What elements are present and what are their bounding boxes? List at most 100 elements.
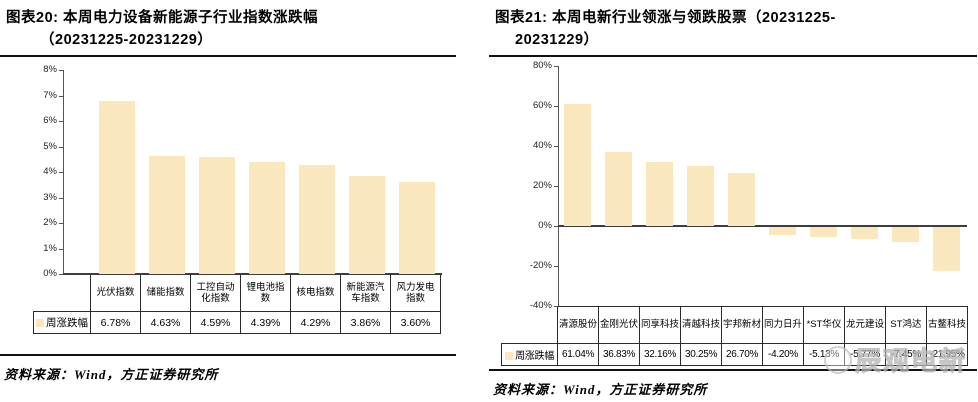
figure-title-line1: 图表20: 本周电力设备新能源子行业指数涨跌幅 — [6, 10, 318, 26]
value-cell: -5.77% — [844, 343, 886, 366]
y-tick-mark — [59, 274, 63, 275]
table-corner-cell — [502, 307, 558, 344]
zero-line — [63, 273, 442, 275]
bar-chart-20: 8% 7% 6% 5% 4% 3% 2% 1% 0% — [0, 64, 489, 279]
bar-2 — [149, 155, 185, 274]
y-tick-mark — [59, 95, 63, 97]
y-tick-mark — [554, 146, 558, 147]
column-header-cell: *ST华仪 — [803, 306, 845, 344]
y-tick-mark — [59, 223, 63, 224]
bar-6 — [769, 227, 796, 236]
y-tick-label: 3% — [43, 191, 57, 203]
figure-title-line2: 20231229） — [515, 32, 599, 48]
value-cell: 4.29% — [290, 311, 341, 334]
value-cell: -21.95% — [926, 343, 968, 366]
bar-4 — [249, 162, 285, 274]
value-cell: 4.39% — [240, 311, 291, 334]
column-header-cell: 工控自动化指数 — [190, 274, 241, 312]
figure-bottom-rule — [489, 369, 977, 371]
bar-4 — [687, 165, 714, 226]
value-cell: -7.45% — [885, 343, 927, 366]
bar-1 — [99, 101, 135, 274]
y-tick-mark — [59, 146, 63, 148]
y-tick-label: 7% — [43, 89, 57, 101]
figure-title-line1: 图表21: 本周电新行业领涨与领跌股票（20231225- — [495, 10, 836, 26]
figure-21: 图表21: 本周电新行业领涨与领跌股票（20231225- 20231229） … — [489, 0, 978, 402]
column-header-cell: 新能源汽车指数 — [340, 274, 391, 312]
y-tick-label: 0% — [538, 220, 552, 231]
series-legend-cell: 周涨跌幅 — [501, 343, 558, 366]
y-tick-mark — [59, 172, 63, 173]
y-tick-label: 4% — [43, 166, 57, 177]
value-cell: -5.13% — [803, 343, 845, 366]
source-line: 资料来源：Wind，方正证券研究所 — [493, 382, 708, 397]
value-cell: 6.78% — [90, 311, 141, 334]
data-table-20: 光伏指数 储能指数 工控自动化指数 锂电池指数 核电指数 新能源汽车指数 风力发电指数 周涨跌… — [33, 274, 441, 334]
figure-21-title: 图表21: 本周电新行业领涨与领跌股票（20231225- 20231229） — [489, 0, 978, 51]
bar-5 — [299, 164, 335, 274]
bar-3 — [646, 161, 673, 226]
bar-1 — [564, 103, 591, 226]
value-cell: 4.63% — [140, 311, 191, 334]
figure-20: 图表20: 本周电力设备新能源子行业指数涨跌幅 （20231225-202312… — [0, 10, 489, 382]
y-tick-mark — [554, 266, 558, 267]
y-axis-line — [63, 70, 64, 274]
zero-line — [558, 225, 967, 227]
column-header-cell: 储能指数 — [140, 274, 191, 312]
value-cell: 3.86% — [340, 311, 391, 334]
bar-6 — [349, 175, 385, 274]
figure-bottom-rule — [0, 354, 456, 356]
y-tick-mark — [59, 197, 63, 199]
figure-top-rule — [0, 55, 456, 57]
column-header-cell: 古鳌科技 — [926, 306, 968, 344]
bar-chart-21: 80% 60% 40% 20% 0% -20% -40% — [489, 60, 978, 311]
y-tick-label: 2% — [43, 217, 57, 228]
y-tick-label: 6% — [43, 115, 57, 126]
column-header-cell: 核电指数 — [290, 274, 341, 312]
legend-swatch-icon — [36, 319, 44, 327]
source-line: 资料来源：Wind，方正证券研究所 — [4, 367, 219, 382]
y-tick-label: 0% — [43, 268, 57, 279]
value-cell: 26.70% — [721, 343, 763, 366]
column-header-cell: 龙元建设 — [844, 306, 886, 344]
y-tick-label: 1% — [43, 242, 57, 254]
y-tick-mark — [554, 306, 558, 307]
column-header-cell: 清越科技 — [680, 306, 722, 344]
figure-top-rule — [489, 55, 977, 57]
column-header-cell: 光伏指数 — [90, 274, 141, 312]
y-tick-label: 80% — [532, 60, 552, 71]
bar-3 — [199, 156, 235, 274]
y-tick-mark — [554, 226, 558, 227]
series-legend-cell: 周涨跌幅 — [33, 311, 91, 334]
value-cell: 30.25% — [680, 343, 722, 366]
y-tick-label: 40% — [532, 140, 552, 151]
bar-2 — [605, 152, 632, 226]
column-header-cell: ST鸿达 — [885, 306, 927, 344]
y-tick-label: -20% — [529, 260, 552, 271]
figure-title-line2: （20231225-20231229） — [40, 32, 213, 48]
bar-10 — [933, 227, 960, 271]
y-tick-mark — [59, 121, 63, 122]
y-tick-label: 5% — [43, 140, 57, 152]
value-cell: 36.83% — [598, 343, 640, 366]
y-tick-label: 8% — [43, 64, 57, 75]
y-tick-label: 60% — [532, 100, 552, 111]
column-header-cell: 宇邦新材 — [721, 306, 763, 344]
column-header-cell: 同享科技 — [639, 306, 681, 344]
value-cell: 32.16% — [639, 343, 681, 366]
y-tick-label: -40% — [529, 300, 552, 311]
legend-swatch-icon — [505, 352, 514, 360]
y-tick-label: 20% — [532, 180, 552, 191]
column-header-cell: 同力日升 — [762, 306, 804, 344]
y-tick-mark — [554, 106, 558, 107]
column-header-cell: 金刚光伏 — [598, 306, 640, 344]
column-header-cell: 锂电池指数 — [240, 274, 291, 312]
y-axis-line — [558, 66, 559, 306]
y-tick-mark — [59, 70, 63, 71]
data-table-21: 清源股份 金刚光伏 同享科技 清越科技 宇邦新材 同力日升 *ST华仪 龙元建设 ST鸿达 古鳌科… — [501, 306, 968, 366]
table-corner-cell — [34, 275, 91, 312]
value-cell: 4.59% — [190, 311, 241, 334]
value-cell: 3.60% — [390, 311, 441, 334]
column-header-cell: 清源股份 — [557, 306, 599, 344]
